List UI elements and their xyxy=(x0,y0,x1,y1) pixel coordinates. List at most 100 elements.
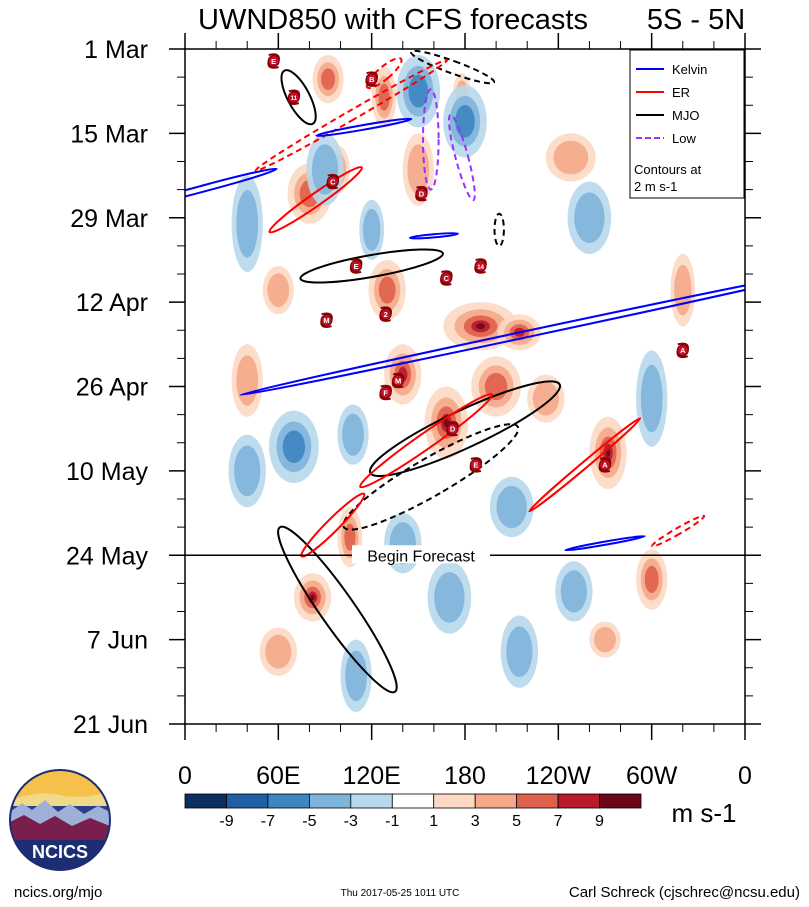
storm-center xyxy=(267,55,280,68)
storm-marker: E xyxy=(349,258,363,274)
storm-label: M xyxy=(395,376,401,385)
kelvin-contour xyxy=(315,117,413,137)
wave-contours xyxy=(185,49,745,694)
negative-anomaly xyxy=(496,485,527,529)
y-axis: 1 Mar 15 Mar 29 Mar 12 Apr 26 Apr 10 May 24 Ma… xyxy=(66,36,761,739)
ncics-logo: NCICS xyxy=(9,769,111,871)
colorbar-swatch xyxy=(226,793,269,809)
colorbar-tick-label: 7 xyxy=(554,813,563,830)
colorbar-tick-label: -5 xyxy=(302,813,316,830)
wind-anomaly-field xyxy=(228,54,696,712)
colorbar-tick-label: -7 xyxy=(261,813,275,830)
positive-anomaly xyxy=(674,264,692,316)
mjo-contour xyxy=(493,212,505,247)
mjo-contour xyxy=(299,248,444,284)
colorbar-tick-label: 1 xyxy=(429,813,438,830)
positive-anomaly xyxy=(476,323,486,330)
storm-marker: C xyxy=(440,270,453,286)
negative-anomaly xyxy=(560,570,588,613)
y-tick-label: 15 Mar xyxy=(70,120,148,148)
storm-label: B xyxy=(369,75,375,84)
x-tick-label: 0 xyxy=(738,762,752,790)
storm-marker: M xyxy=(391,372,405,389)
legend-label-kelvin: Kelvin xyxy=(672,62,707,77)
storm-label: 11 xyxy=(291,96,298,102)
storm-center xyxy=(446,422,459,435)
storm-label: F xyxy=(383,388,388,397)
storm-marker: D xyxy=(415,185,428,202)
storm-label: M xyxy=(323,316,329,325)
colorbar-tick-label: -9 xyxy=(219,813,233,830)
y-tick-label: 24 May xyxy=(66,542,148,570)
negative-anomaly xyxy=(455,105,475,138)
storm-label: A xyxy=(602,461,608,470)
storm-center xyxy=(379,308,392,321)
storm-center xyxy=(440,272,453,285)
x-tick-label: 0 xyxy=(178,762,192,790)
x-tick-label: 60E xyxy=(256,762,300,790)
negative-anomaly xyxy=(282,430,306,464)
storm-marker: A xyxy=(598,457,612,473)
y-tick-label: 12 Apr xyxy=(76,289,148,317)
low-contour xyxy=(422,88,440,191)
storm-center xyxy=(599,458,611,471)
storm-marker: A xyxy=(676,342,690,359)
legend: Kelvin ER MJO Low Contours at 2 m s-1 xyxy=(629,49,745,199)
colorbar-tick-label: 9 xyxy=(595,813,604,830)
y-tick-label: 29 Mar xyxy=(70,205,148,233)
positive-anomaly xyxy=(553,140,589,175)
er-contour xyxy=(528,417,642,513)
mjo-contour xyxy=(277,525,398,694)
colorbar-tick-label: -3 xyxy=(344,813,358,830)
x-tick-label: 180 xyxy=(444,762,486,790)
er-contour xyxy=(359,393,494,489)
site-url[interactable]: ncics.org/mjo xyxy=(14,884,103,901)
storm-marker: C xyxy=(326,173,340,190)
legend-note: Contours at xyxy=(634,162,702,177)
positive-anomaly xyxy=(265,634,292,669)
negative-anomaly xyxy=(574,192,605,244)
storm-marker: B xyxy=(365,71,378,87)
colorbar-unit: m s-1 xyxy=(672,798,737,828)
y-tick-label: 21 Jun xyxy=(73,711,148,739)
kelvin-contour xyxy=(185,167,278,208)
region-label: 5S - 5N xyxy=(647,4,745,36)
x-tick-label: 120W xyxy=(526,762,592,790)
colorbar-swatch xyxy=(184,793,227,809)
colorbar-tick-label: -1 xyxy=(385,813,399,830)
y-tick-label: 1 Mar xyxy=(84,36,148,64)
er-contour xyxy=(650,514,706,548)
positive-anomaly xyxy=(378,276,396,304)
storm-center xyxy=(676,344,689,357)
storm-label: 14 xyxy=(477,265,484,271)
storm-center xyxy=(320,314,333,327)
colorbar-tick-label: 3 xyxy=(471,813,480,830)
storm-marker: 11 xyxy=(287,89,301,105)
legend-box xyxy=(629,49,745,199)
storm-center xyxy=(326,175,339,188)
x-tick-label: 120E xyxy=(342,762,400,790)
forecast-marker: Begin Forecast xyxy=(185,545,745,565)
colorbar-swatch xyxy=(433,793,476,809)
storm-label: E xyxy=(354,262,359,271)
forecast-label: Begin Forecast xyxy=(367,548,475,565)
low-contour xyxy=(447,113,476,202)
legend-label-er: ER xyxy=(672,85,690,100)
positive-anomaly xyxy=(267,273,290,307)
positive-anomaly xyxy=(236,355,259,406)
x-axis: 0 60E 120E 180 120W 60W 0 xyxy=(178,33,752,790)
positive-anomaly xyxy=(443,418,449,428)
colorbar-swatch xyxy=(557,793,600,809)
legend-label-low: Low xyxy=(672,131,696,146)
storm-center xyxy=(474,259,487,272)
negative-anomaly xyxy=(640,364,663,433)
negative-anomaly xyxy=(345,650,367,702)
er-contour xyxy=(300,492,366,558)
storm-marker: E xyxy=(469,457,483,473)
negative-anomaly xyxy=(434,572,465,623)
storm-label: 2 xyxy=(384,310,388,319)
colorbar-swatch xyxy=(391,793,435,809)
timestamp: Thu 2017-05-25 1011 UTC xyxy=(340,888,460,899)
storm-center xyxy=(379,386,392,399)
